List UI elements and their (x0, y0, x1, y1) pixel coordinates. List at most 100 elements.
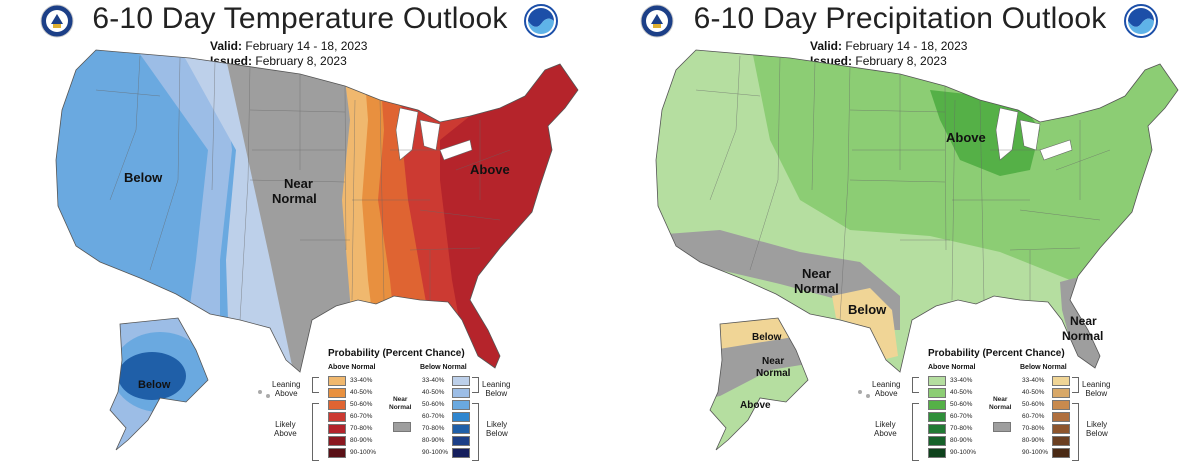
legend-above-range: 70-80% (350, 425, 373, 432)
legend-above-range: 33-40% (350, 377, 373, 384)
legend-below-swatch (1052, 424, 1070, 434)
valid-value: February 14 - 18, 2023 (845, 39, 968, 53)
legend-above-swatch (328, 448, 346, 458)
issued-value: February 8, 2023 (255, 54, 347, 68)
legend-likely-below: Likely Below (486, 420, 508, 438)
temperature-title: 6-10 Day Temperature Outlook (92, 2, 508, 35)
state-borders (695, 55, 1111, 321)
ak-below-label: Below (752, 332, 782, 343)
ak-above-label: Above (740, 400, 771, 411)
legend-above-range: 60-70% (950, 413, 973, 420)
noaa-logo-icon (524, 4, 558, 38)
legend-below-range: 60-70% (422, 413, 445, 420)
alaska-below-label: Below (138, 379, 171, 391)
alaska-outline (709, 317, 809, 451)
legend-below-range: 60-70% (1022, 413, 1045, 420)
legend-above-swatch (928, 436, 946, 446)
temperature-dates: Valid: February 14 - 18, 2023 Issued: Fe… (210, 39, 367, 69)
legend-above-range: 33-40% (950, 377, 973, 384)
legend-above-range: 50-60% (350, 401, 373, 408)
legend-below-swatch (1052, 412, 1070, 422)
legend-leaning-below: Leaning Below (1082, 380, 1111, 398)
near-region-label-1: Near (284, 176, 313, 191)
legend-col-below: Below Normal (1020, 364, 1067, 371)
legend-leaning-below: Leaning Below (482, 380, 511, 398)
near-fl-label-1: Near (1070, 314, 1097, 328)
legend-above-swatch (928, 424, 946, 434)
conus-outline (55, 49, 579, 373)
temperature-outlook-panel: 6-10 Day Temperature Outlook Valid: Febr… (40, 2, 579, 468)
conus-outline (655, 49, 1179, 373)
below-region-label: Below (124, 170, 163, 185)
legend-below-range: 70-80% (422, 425, 445, 432)
legend-above-swatch (328, 436, 346, 446)
legend-likely-below: Likely Below (1086, 420, 1108, 438)
above-region-label: Above (470, 162, 510, 177)
legend-below-range: 40-50% (422, 389, 445, 396)
ak-near-label-2: Normal (756, 368, 791, 379)
legend-likely-above: Likely Above (274, 420, 297, 438)
noaa-logo-icon (1124, 4, 1158, 38)
legend-leaning-above: Leaning Above (872, 380, 901, 398)
temperature-legend: Probability (Percent Chance) Above Norma… (272, 348, 572, 468)
precipitation-outlook-panel: 6-10 Day Precipitation Outlook Valid: Fe… (600, 0, 1200, 471)
legend-below-range: 80-90% (422, 437, 445, 444)
legend-near-normal: Near Normal (989, 396, 1012, 411)
near-fl-label-2: Normal (1062, 329, 1103, 343)
legend-below-range: 33-40% (1022, 377, 1045, 384)
legend-below-range: 90-100% (422, 449, 449, 456)
legend-above-swatch (928, 400, 946, 410)
legend-above-range: 70-80% (950, 425, 973, 432)
legend-below-swatch (1052, 448, 1070, 458)
legend-near-normal-swatch (993, 422, 1011, 432)
legend-below-range: 50-60% (422, 401, 445, 408)
legend-below-swatch (452, 400, 470, 410)
legend-below-range: 70-80% (1022, 425, 1045, 432)
state-borders (95, 55, 511, 321)
legend-above-swatch (928, 376, 946, 386)
precipitation-dates: Valid: February 14 - 18, 2023 Issued: Fe… (810, 39, 967, 69)
legend-below-swatch (452, 424, 470, 434)
legend-below-range: 80-90% (1022, 437, 1045, 444)
below-region-label: Below (848, 302, 887, 317)
legend-above-range: 40-50% (350, 389, 373, 396)
hawaii-islands (258, 390, 270, 398)
valid-value: February 14 - 18, 2023 (245, 39, 368, 53)
precipitation-legend: Probability (Percent Chance) Above Norma… (872, 348, 1172, 468)
legend-above-swatch (328, 376, 346, 386)
legend-likely-above: Likely Above (874, 420, 897, 438)
near-region-label-2: Normal (794, 281, 839, 296)
legend-below-swatch (1052, 436, 1070, 446)
legend-above-range: 60-70% (350, 413, 373, 420)
temperature-map: Below Near Normal Above Below (55, 49, 579, 451)
legend-above-range: 80-90% (350, 437, 373, 444)
legend-col-below: Below Normal (420, 364, 467, 371)
legend-below-range: 50-60% (1022, 401, 1045, 408)
doc-seal-icon (40, 4, 74, 38)
legend-leaning-above: Leaning Above (272, 380, 301, 398)
ak-near-label-1: Near (762, 356, 784, 367)
valid-label: Valid: (210, 39, 243, 53)
legend-col-above: Above Normal (328, 364, 376, 371)
near-region-label-2: Normal (272, 191, 317, 206)
great-lakes (995, 107, 1073, 161)
above-region-label: Above (946, 130, 986, 145)
legend-below-swatch (1052, 388, 1070, 398)
legend-below-range: 40-50% (1022, 389, 1045, 396)
legend-col-above: Above Normal (928, 364, 976, 371)
issued-value: February 8, 2023 (855, 54, 947, 68)
hawaii-islands (858, 390, 870, 398)
legend-above-swatch (928, 412, 946, 422)
precipitation-map: Above Near Normal Below Near Normal Belo… (655, 49, 1179, 451)
legend-below-swatch (452, 388, 470, 398)
valid-label: Valid: (810, 39, 843, 53)
legend-title: Probability (Percent Chance) (328, 348, 465, 359)
legend-below-swatch (1052, 400, 1070, 410)
near-region-label-1: Near (802, 266, 831, 281)
legend-above-range: 50-60% (950, 401, 973, 408)
alaska-outline (109, 317, 209, 451)
legend-above-swatch (928, 388, 946, 398)
precipitation-title: 6-10 Day Precipitation Outlook (693, 2, 1107, 35)
legend-below-swatch (452, 436, 470, 446)
legend-above-swatch (328, 412, 346, 422)
